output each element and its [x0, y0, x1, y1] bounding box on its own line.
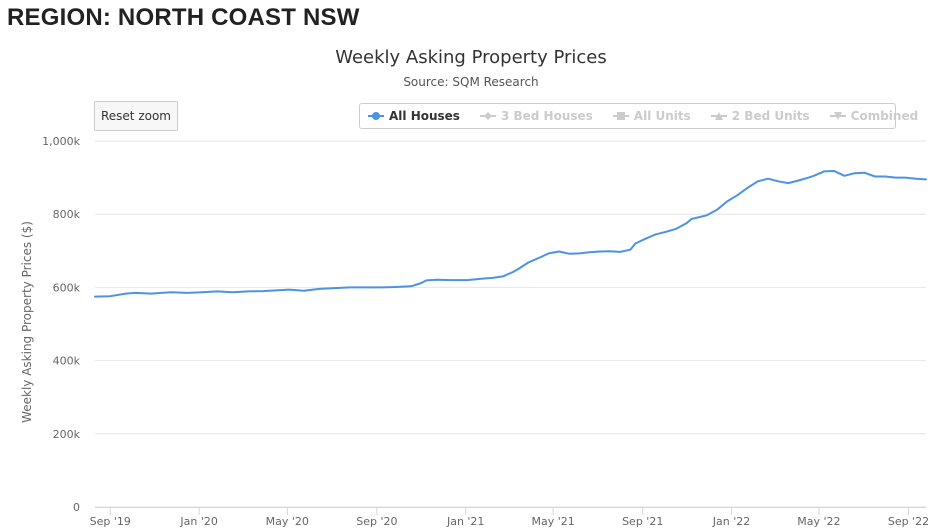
- series-layer: [94, 170, 927, 298]
- gridlines: [95, 140, 926, 508]
- x-tick-label: May '21: [531, 515, 574, 528]
- y-tick-label: 200k: [53, 428, 81, 441]
- region-title: REGION: NORTH COAST NSW: [7, 4, 360, 31]
- legend-item-3-bed-houses[interactable]: 3 Bed Houses: [479, 109, 593, 123]
- x-tick-label: Jan '22: [712, 515, 750, 528]
- legend-item-combined[interactable]: Combined: [829, 109, 919, 123]
- legend-item-label: Combined: [850, 109, 919, 123]
- legend-item-all-units[interactable]: All Units: [612, 109, 691, 123]
- x-tick-label: Sep '20: [356, 515, 397, 528]
- legend-item-label: All Units: [633, 109, 691, 123]
- reset-zoom-button[interactable]: Reset zoom: [94, 101, 178, 131]
- x-tick-label: Jan '21: [446, 515, 484, 528]
- square-marker-icon: [612, 112, 629, 120]
- triangle-marker-icon: [710, 112, 727, 120]
- y-tick-label: 400k: [53, 355, 81, 368]
- x-tick-label: May '20: [266, 515, 309, 528]
- x-tick-label: Sep '19: [90, 515, 131, 528]
- axes: 0 200k 400k 600k 800k 1,000k Sep '19 Jan '20 May…: [42, 135, 929, 528]
- series-line-all-houses[interactable]: [94, 170, 927, 298]
- chart-subtitle: Source: SQM Research: [403, 75, 539, 89]
- legend-item-label: All Houses: [389, 109, 460, 123]
- legend-item-all-houses[interactable]: All Houses: [368, 109, 460, 123]
- y-tick-label: 600k: [53, 281, 81, 294]
- y-tick-label: 1,000k: [42, 135, 80, 148]
- chart-legend: All Houses 3 Bed Houses All Units 2 Bed Uni…: [359, 103, 918, 129]
- circle-marker-icon: [368, 112, 384, 120]
- chart-title: Weekly Asking Property Prices: [335, 47, 607, 68]
- legend-item-label: 2 Bed Units: [731, 109, 810, 123]
- y-tick-label: 800k: [53, 208, 81, 221]
- diamond-marker-icon: [479, 112, 496, 120]
- triangle-down-marker-icon: [829, 112, 846, 120]
- y-axis-title: Weekly Asking Property Prices ($): [20, 221, 34, 423]
- x-tick-label: Sep '22: [888, 515, 929, 528]
- legend-item-label: 3 Bed Houses: [500, 109, 593, 123]
- x-tick-label: May '22: [797, 515, 840, 528]
- legend-item-2-bed-units[interactable]: 2 Bed Units: [710, 109, 810, 123]
- x-tick-label: Jan '20: [179, 515, 217, 528]
- x-tick-label: Sep '21: [622, 515, 663, 528]
- y-tick-label: 0: [73, 501, 80, 514]
